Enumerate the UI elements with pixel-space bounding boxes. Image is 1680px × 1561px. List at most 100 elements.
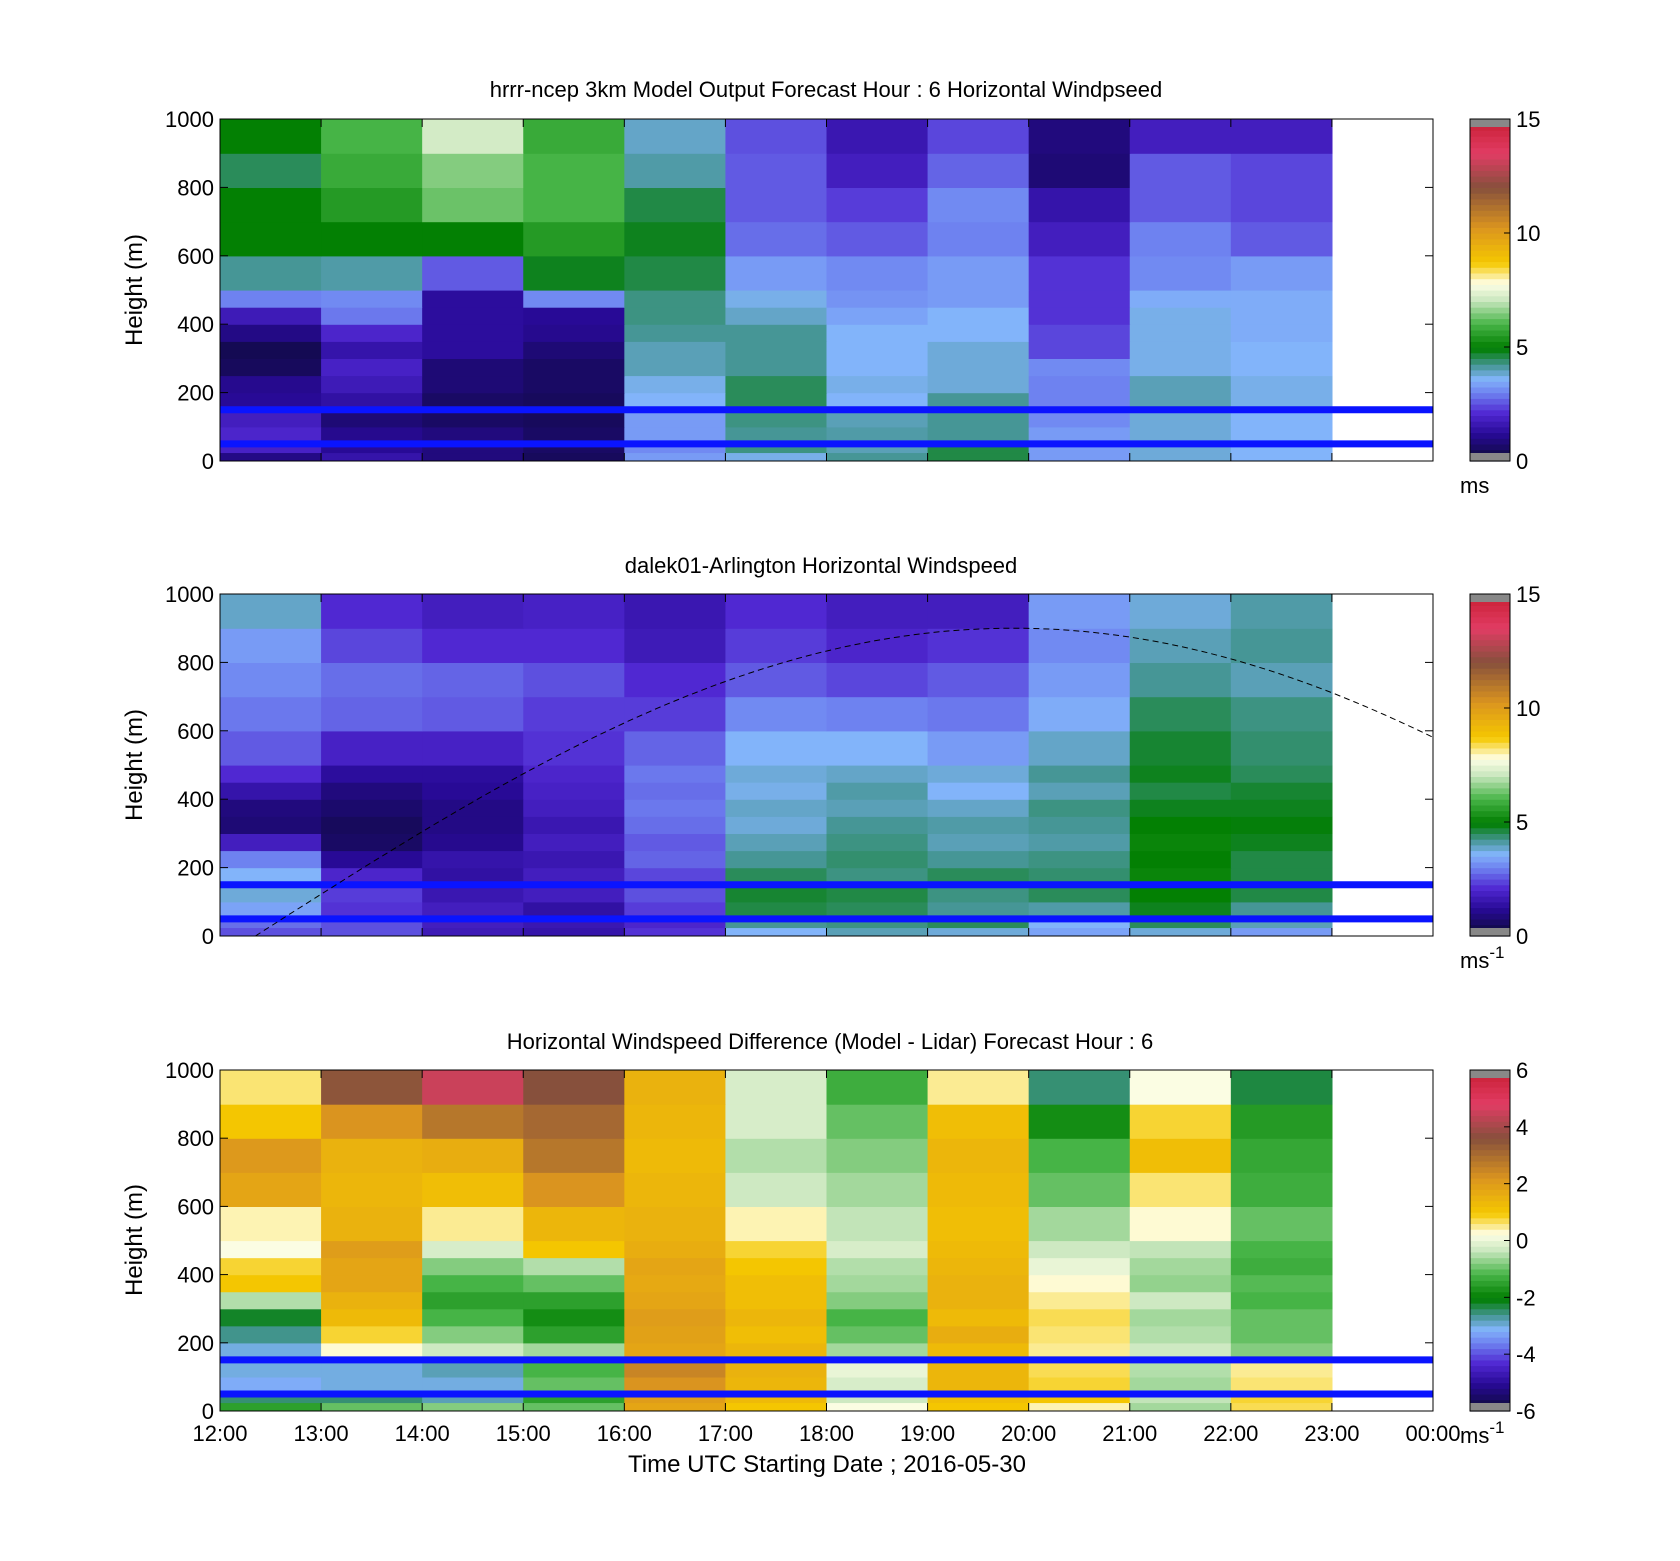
heatmap-cell [1230, 782, 1333, 800]
heatmap-cell [1230, 1342, 1333, 1361]
heatmap-cell [523, 850, 625, 869]
heatmap-cell [321, 290, 423, 308]
heatmap-cell [1028, 1291, 1131, 1310]
x-tick-label: 13:00 [294, 1421, 349, 1446]
heatmap-cell [1028, 628, 1131, 663]
heatmap-cell [1230, 1308, 1333, 1327]
colorbar-swatch [1470, 250, 1510, 257]
colorbar-swatch [1470, 861, 1510, 869]
colorbar-swatch [1470, 810, 1510, 817]
heatmap-cell [725, 867, 828, 886]
colorbar-swatch [1470, 599, 1510, 606]
heatmap-cell [624, 1172, 727, 1207]
colorbar-unit-label: ms-1 [1460, 1418, 1504, 1448]
colorbar-swatch [1470, 147, 1510, 154]
heatmap-cell [624, 221, 727, 257]
heatmap-cell [523, 662, 625, 698]
heatmap-cell [1230, 628, 1333, 663]
heatmap-cell [321, 662, 423, 698]
y-tick-label: 200 [177, 1331, 214, 1356]
heatmap-cell [826, 392, 929, 411]
heatmap-cell [523, 290, 625, 308]
colorbar-swatch [1470, 924, 1510, 931]
heatmap-cell [1230, 1070, 1333, 1105]
heatmap-cell [624, 187, 727, 223]
heatmap-cell [725, 1308, 828, 1327]
heatmap-cell [624, 901, 727, 920]
x-tick-label: 23:00 [1304, 1421, 1359, 1446]
x-tick-label: 18:00 [799, 1421, 854, 1446]
colorbar-swatch [1470, 896, 1510, 903]
panel-difference-heatmap [220, 1070, 1333, 1411]
heatmap-cell [1230, 816, 1333, 834]
heatmap-cell [220, 426, 322, 445]
heatmap-cell [1230, 341, 1333, 359]
colorbar-swatch [1470, 1263, 1510, 1270]
colorbar-swatch [1470, 616, 1510, 624]
colorbar-swatch [1470, 884, 1510, 891]
heatmap-cell [321, 833, 423, 852]
colorbar-tick-label: 6 [1516, 1058, 1528, 1083]
heatmap-cell [725, 443, 828, 454]
heatmap-cell [220, 867, 322, 886]
heatmap-cell [826, 1070, 929, 1105]
y-tick-label: 600 [177, 719, 214, 744]
heatmap-cell [725, 307, 828, 325]
heatmap-cell [927, 1359, 1030, 1378]
colorbar-swatch [1470, 799, 1510, 806]
heatmap-cell [220, 1206, 322, 1242]
panel-model-colorbar: 0 5 10 15 ms [1460, 107, 1540, 498]
heatmap-cell [523, 901, 625, 920]
heatmap-cell [1129, 799, 1232, 817]
heatmap-cell [1028, 696, 1131, 732]
x-tick-label: 17:00 [698, 1421, 753, 1446]
colorbar-swatch [1470, 1138, 1510, 1145]
heatmap-cell [624, 765, 727, 783]
y-tick-label: 200 [177, 856, 214, 881]
heatmap-cell [927, 1257, 1030, 1276]
heatmap-cell [1129, 1291, 1232, 1310]
heatmap-cell [1028, 594, 1131, 629]
heatmap-cell [321, 358, 423, 377]
heatmap-cell [725, 782, 828, 800]
x-tick-label: 15:00 [496, 1421, 551, 1446]
y-tick-label: 0 [202, 924, 214, 949]
heatmap-cell [1028, 918, 1131, 929]
heatmap-cell [1230, 290, 1333, 308]
heatmap-cell [1129, 1257, 1232, 1276]
heatmap-cell [624, 452, 727, 461]
x-tick-label: 20:00 [1001, 1421, 1056, 1446]
heatmap-cell [826, 119, 929, 154]
heatmap-cell [725, 1240, 828, 1259]
heatmap-cell [927, 341, 1030, 359]
heatmap-cell [220, 816, 322, 834]
colorbar-swatch [1470, 1126, 1510, 1134]
heatmap-cell [725, 1138, 828, 1173]
heatmap-cell [422, 816, 524, 834]
colorbar-swatch [1470, 261, 1510, 268]
heatmap-cell [422, 1393, 524, 1404]
colorbar-swatch [1470, 341, 1510, 348]
heatmap-cell [523, 375, 625, 394]
colorbar-swatch [1470, 867, 1510, 874]
heatmap-cell [927, 730, 1030, 766]
heatmap-cell [725, 884, 828, 903]
heatmap-cell [927, 221, 1030, 257]
heatmap-cell [826, 765, 929, 783]
heatmap-cell [1028, 1240, 1131, 1259]
heatmap-cell [1028, 290, 1131, 308]
heatmap-cell [422, 1104, 524, 1139]
colorbar-swatch [1470, 1303, 1510, 1310]
y-tick-label: 800 [177, 650, 214, 675]
heatmap-cell [927, 1376, 1030, 1395]
heatmap-cell [826, 901, 929, 920]
heatmap-cell [1028, 1172, 1131, 1207]
heatmap-cell [220, 1402, 322, 1411]
colorbar-swatch [1470, 907, 1510, 914]
colorbar-swatch [1470, 1155, 1510, 1162]
x-tick-label: 00:00 [1405, 1421, 1460, 1446]
heatmap-cell [1129, 392, 1232, 411]
heatmap-cell [725, 358, 828, 377]
heatmap-cell [321, 1206, 423, 1242]
heatmap-cell [624, 833, 727, 852]
